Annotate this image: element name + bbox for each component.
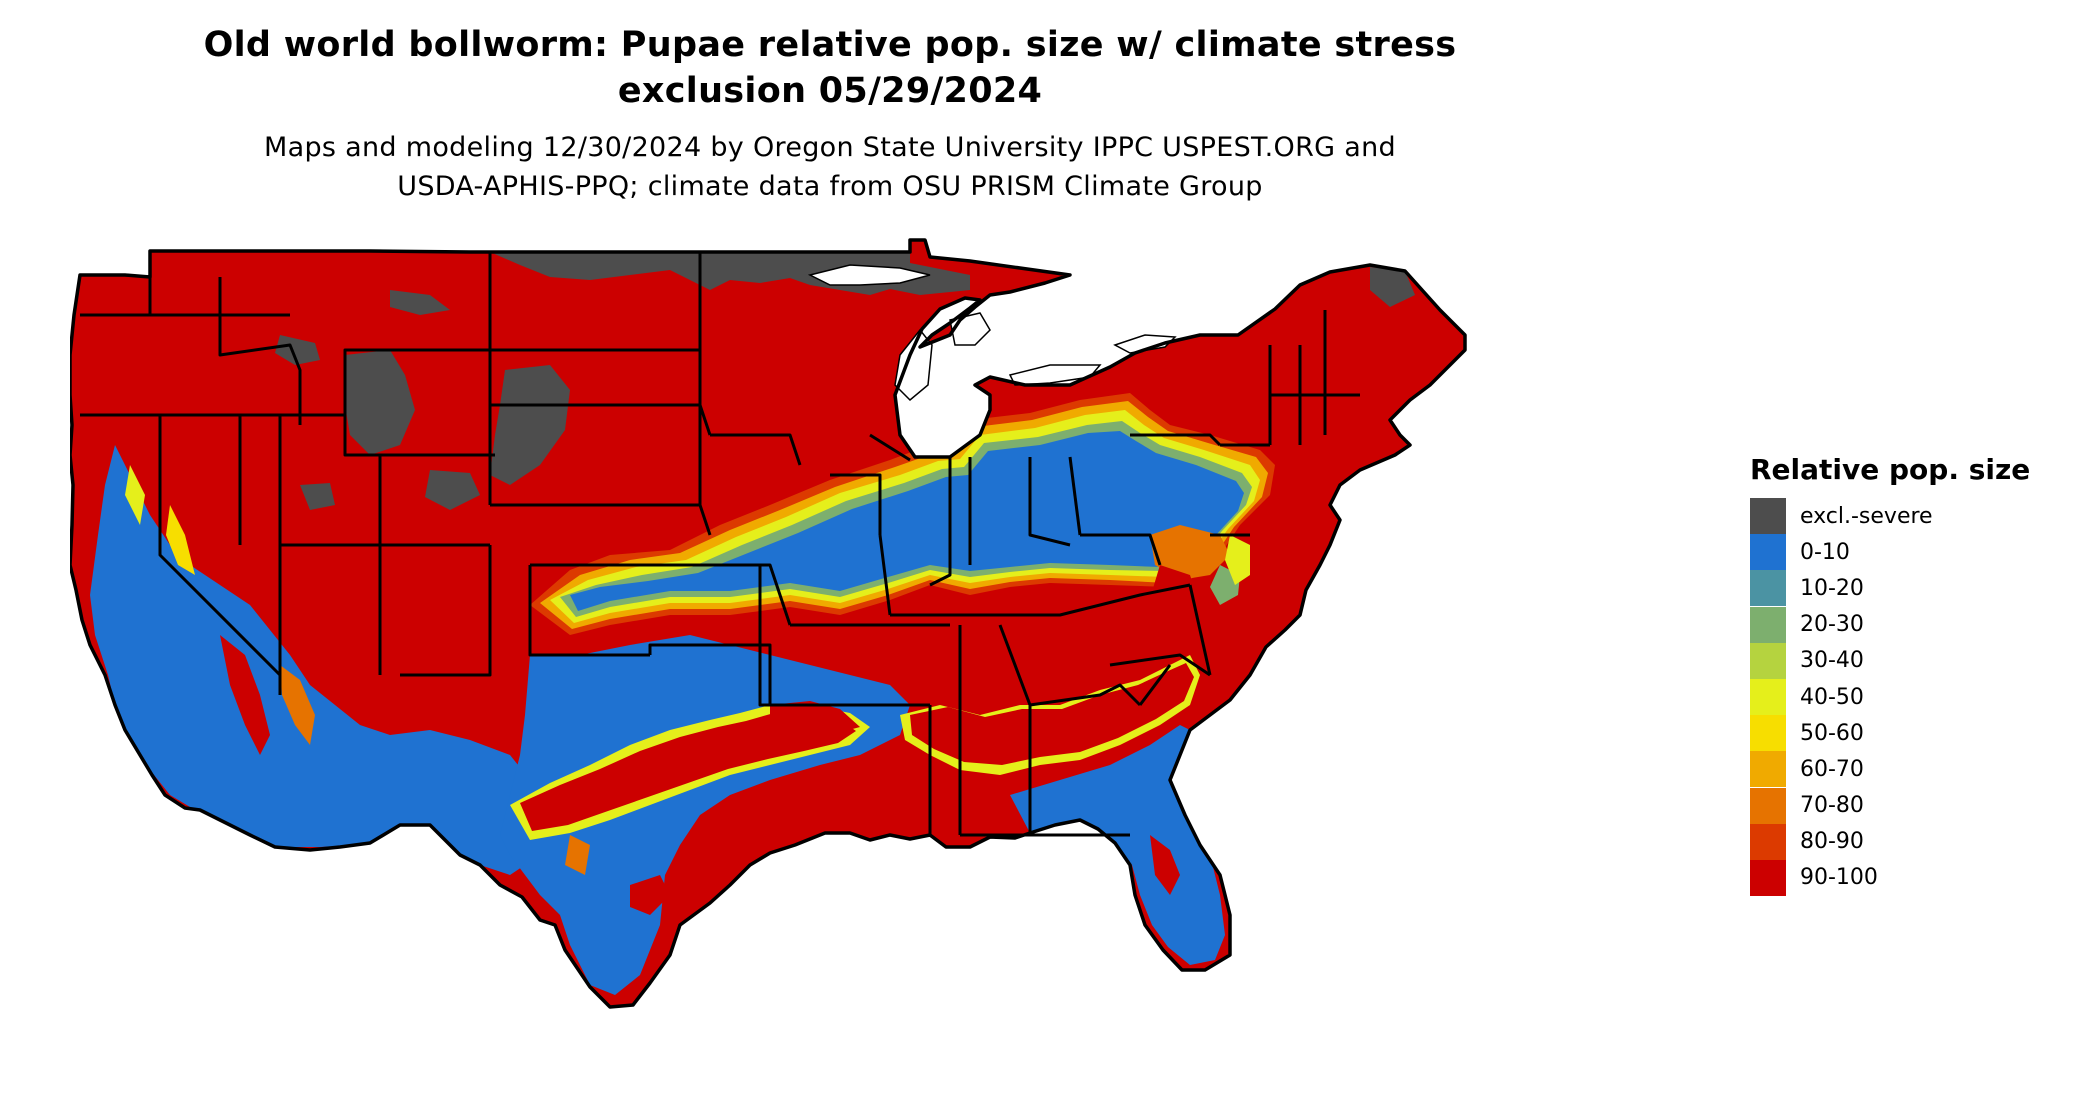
legend-swatch	[1750, 823, 1786, 860]
legend-item: 70-80	[1750, 787, 2070, 824]
legend-swatch	[1750, 751, 1786, 788]
state-boundaries	[70, 238, 1467, 1009]
legend-item: 0-10	[1750, 534, 2070, 571]
legend-label: 80-90	[1800, 829, 1864, 855]
legend-item: 90-100	[1750, 859, 2070, 896]
legend-swatch	[1750, 606, 1786, 643]
legend-label: excl.-severe	[1800, 503, 1933, 529]
legend-swatch	[1750, 570, 1786, 607]
legend-swatch	[1750, 859, 1786, 896]
map-title-line-1: Old world bollworm: Pupae relative pop. …	[203, 25, 1457, 65]
legend-swatch	[1750, 715, 1786, 752]
legend-label: 60-70	[1800, 756, 1864, 782]
legend-label: 30-40	[1800, 648, 1864, 674]
legend-item: 50-60	[1750, 715, 2070, 752]
map-subtitle-line-2: USDA-APHIS-PPQ; climate data from OSU PR…	[397, 171, 1263, 202]
map-title: Old world bollworm: Pupae relative pop. …	[0, 22, 1660, 114]
map-title-line-2: exclusion 05/29/2024	[617, 71, 1043, 111]
legend-label: 20-30	[1800, 612, 1864, 638]
legend-item: 10-20	[1750, 570, 2070, 607]
us-map-svg	[70, 238, 1467, 1009]
legend-items: excl.-severe 0-10 10-20 20-30 30-40 40-50 50-6…	[1750, 498, 2070, 896]
us-map	[70, 235, 1730, 1115]
legend-swatch	[1750, 642, 1786, 679]
legend-label: 40-50	[1800, 684, 1864, 710]
legend-title: Relative pop. size	[1750, 453, 2031, 486]
map-subtitle: Maps and modeling 12/30/2024 by Oregon S…	[0, 128, 1660, 206]
legend-label: 50-60	[1800, 720, 1864, 746]
legend-item: 30-40	[1750, 642, 2070, 679]
legend-item: excl.-severe	[1750, 498, 2070, 535]
legend-item: 80-90	[1750, 823, 2070, 860]
map-subtitle-line-1: Maps and modeling 12/30/2024 by Oregon S…	[264, 132, 1396, 163]
legend-swatch	[1750, 679, 1786, 716]
legend-label: 90-100	[1800, 865, 1878, 891]
legend-item: 40-50	[1750, 679, 2070, 716]
map-legend: Relative pop. size excl.-severe 0-10 10-20…	[1750, 452, 2070, 896]
legend-swatch	[1750, 534, 1786, 571]
legend-swatch	[1750, 498, 1786, 535]
legend-label: 70-80	[1800, 793, 1864, 819]
legend-label: 0-10	[1800, 539, 1850, 565]
legend-item: 60-70	[1750, 751, 2070, 788]
legend-item: 20-30	[1750, 606, 2070, 643]
legend-swatch	[1750, 787, 1786, 824]
legend-label: 10-20	[1800, 575, 1864, 601]
